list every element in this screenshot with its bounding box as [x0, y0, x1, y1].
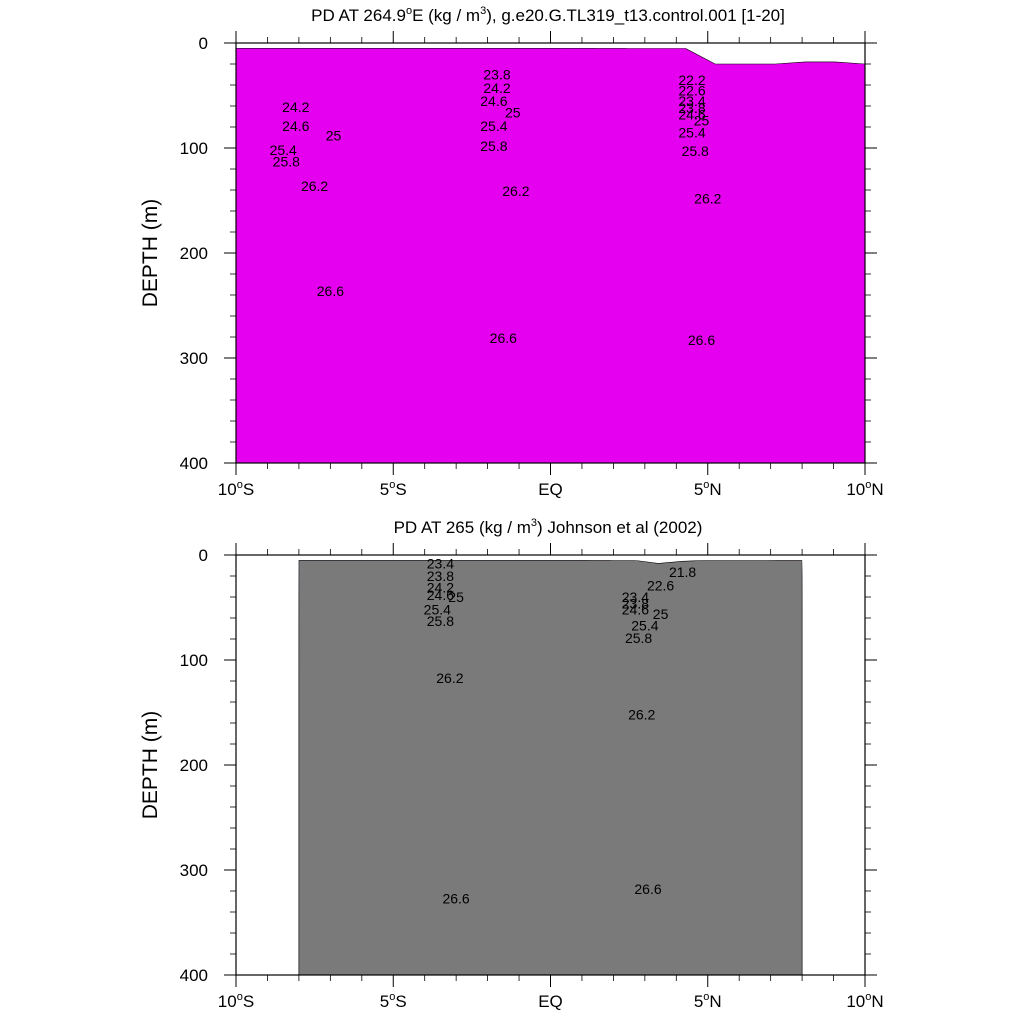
contour-label: 22.2 [678, 72, 705, 88]
x-tick-label: 10oN [846, 991, 883, 1011]
panel-title: PD AT 264.9oE (kg / m3), g.e20.G.TL319_t… [311, 5, 785, 25]
contour-label: 24.2 [427, 580, 454, 596]
contour-label: 26.6 [317, 283, 344, 299]
y-tick-label: 100 [180, 651, 208, 670]
y-tick-label: 100 [180, 139, 208, 158]
contour-fill-group [298, 560, 803, 975]
contour-label: 25 [448, 589, 464, 605]
contour-label: 25.8 [682, 143, 709, 159]
contour-label: 25.4 [480, 118, 507, 134]
contour-label: 23.8 [427, 568, 454, 584]
contour-label: 26.6 [442, 890, 469, 906]
contour-label: 24.2 [483, 80, 510, 96]
contour-label: 25.4 [678, 124, 705, 140]
contour-band-22.2 [236, 48, 865, 463]
x-tick-label: 10oN [846, 479, 883, 499]
contour-label: 26.2 [694, 190, 721, 206]
contour-label: 24.6 [622, 602, 649, 618]
contour-label: 25.8 [427, 613, 454, 629]
contour-label: 26.6 [688, 332, 715, 348]
contour-label: 25 [505, 104, 521, 120]
contour-label: 23.8 [622, 595, 649, 611]
contour-label: 24.6 [480, 93, 507, 109]
contour-label: 25 [653, 606, 669, 622]
x-tick-label: 5oS [380, 991, 407, 1011]
contour-fill-group [236, 48, 865, 463]
x-tick-label: EQ [538, 992, 563, 1011]
contour-label: 25.4 [424, 602, 451, 618]
contour-label: 23.8 [678, 100, 705, 116]
panel-observed-section: PD AT 265 (kg / m3) Johnson et al (2002)… [139, 517, 884, 1011]
y-tick-label: 400 [180, 966, 208, 985]
contour-label: 22.6 [647, 578, 674, 594]
y-tick-label: 300 [180, 349, 208, 368]
contour-label: 26.2 [301, 178, 328, 194]
y-tick-label: 300 [180, 861, 208, 880]
x-tick-label: EQ [538, 480, 563, 499]
contour-label: 24.2 [282, 99, 309, 115]
contour-label: 25.8 [480, 138, 507, 154]
y-tick-label: 400 [180, 454, 208, 473]
y-axis-label: DEPTH (m) [139, 199, 162, 308]
contour-label: 22.6 [678, 82, 705, 98]
y-tick-label: 0 [199, 546, 208, 565]
contour-label: 24.6 [678, 106, 705, 122]
contour-label: 24.6 [427, 587, 454, 603]
contour-label: 21.8 [669, 564, 696, 580]
contour-label: 25.8 [625, 630, 652, 646]
contour-label: 23.8 [483, 67, 510, 83]
x-tick-label: 5oN [694, 991, 722, 1011]
contour-label: 26.2 [502, 183, 529, 199]
contour-label: 26.2 [628, 707, 655, 723]
panel-model-section: PD AT 264.9oE (kg / m3), g.e20.G.TL319_t… [139, 5, 884, 499]
contour-label: 26.6 [490, 330, 517, 346]
contour-label: 24.6 [282, 118, 309, 134]
contour-label: 25.4 [631, 617, 658, 633]
contour-band-21.4 [298, 560, 803, 975]
contour-label: 26.2 [436, 670, 463, 686]
y-tick-label: 0 [199, 34, 208, 53]
x-tick-label: 5oN [694, 479, 722, 499]
contour-label: 26.6 [634, 881, 661, 897]
x-tick-label: 10oS [218, 479, 254, 499]
y-tick-label: 200 [180, 756, 208, 775]
panel-title: PD AT 265 (kg / m3) Johnson et al (2002) [394, 517, 703, 537]
x-tick-label: 10oS [218, 991, 254, 1011]
contour-label: 25 [326, 127, 342, 143]
contour-label: 25 [694, 113, 710, 129]
contour-label: 25.4 [270, 142, 297, 158]
contour-label: 23.4 [622, 589, 649, 605]
y-axis-label: DEPTH (m) [139, 711, 162, 820]
contour-label: 25.8 [273, 154, 300, 170]
y-tick-label: 200 [180, 244, 208, 263]
contour-label: 23.4 [678, 93, 705, 109]
x-tick-label: 5oS [380, 479, 407, 499]
contour-label: 23.4 [427, 555, 454, 571]
